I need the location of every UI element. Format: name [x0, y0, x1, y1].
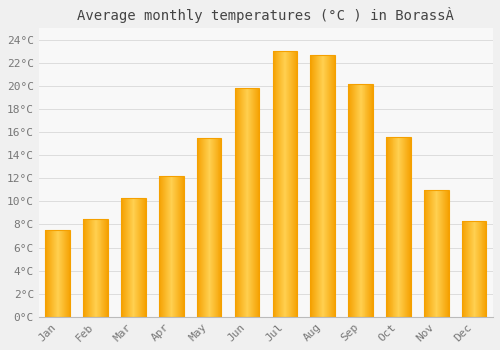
Bar: [386, 137, 410, 317]
Title: Average monthly temperatures (°C ) in BorassÀ: Average monthly temperatures (°C ) in Bo…: [78, 7, 454, 23]
Bar: [121, 198, 146, 317]
Bar: [310, 55, 335, 317]
Bar: [46, 230, 70, 317]
Bar: [272, 51, 297, 317]
Bar: [84, 219, 108, 317]
Bar: [197, 138, 222, 317]
Bar: [424, 190, 448, 317]
Bar: [159, 176, 184, 317]
Bar: [348, 84, 373, 317]
Bar: [462, 221, 486, 317]
Bar: [234, 88, 260, 317]
